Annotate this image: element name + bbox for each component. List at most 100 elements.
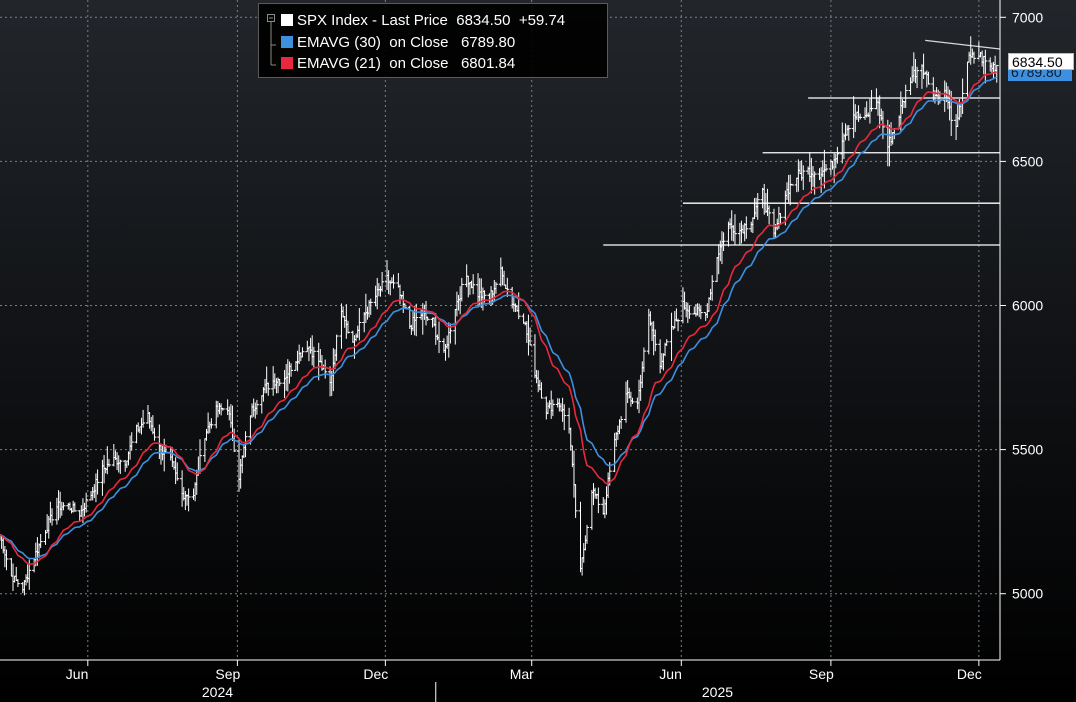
x-tick-label: Dec <box>957 666 982 682</box>
last-price-tag: 6834.50 <box>1008 53 1074 70</box>
grid-lines <box>0 0 1000 660</box>
legend-label-ema21: EMAVG (21) on Close <box>297 55 449 72</box>
legend-change-spx: +59.74 <box>518 12 566 29</box>
ohlc-bar <box>767 205 772 225</box>
ohlc-bar <box>630 397 635 405</box>
ohlc-bar <box>653 329 658 352</box>
x-tick-label: Jun <box>659 666 682 682</box>
chart-legend[interactable]: SPX Index - Last Price 6834.50 +59.74 EM… <box>258 3 608 78</box>
ohlc-bar <box>493 281 498 294</box>
ohlc-bar <box>118 459 123 474</box>
ohlc-bar <box>562 404 567 431</box>
ohlc-bar <box>357 308 362 341</box>
ohlc-bar <box>812 171 817 195</box>
ohlc-bar <box>175 462 180 481</box>
ohlc-bar <box>550 399 555 417</box>
ohlc-bar <box>528 327 533 346</box>
ohlc-bar <box>994 64 999 83</box>
ohlc-bar <box>516 292 521 320</box>
ohlc-bar <box>669 312 674 361</box>
legend-row-spx[interactable]: SPX Index - Last Price 6834.50 +59.74 <box>281 11 565 31</box>
ohlc-bar <box>732 214 737 245</box>
ema30-line <box>0 76 998 560</box>
ohlc-bar <box>755 193 760 220</box>
legend-swatch-ema30 <box>281 36 293 48</box>
ohlc-bar <box>687 305 692 319</box>
ohlc-bar <box>254 399 259 415</box>
price-bars <box>0 36 999 596</box>
year-label: 2024 <box>202 684 233 700</box>
ohlc-bar <box>425 316 430 321</box>
ohlc-bar <box>744 216 749 239</box>
ohlc-bar <box>266 382 271 396</box>
x-tick-label: Jun <box>66 666 89 682</box>
legend-row-ema30[interactable]: EMAVG (30) on Close 6789.80 <box>281 33 515 53</box>
ohlc-bar <box>778 213 783 225</box>
ohlc-bar <box>573 484 578 518</box>
trend-line <box>925 39 1001 50</box>
ohlc-bar <box>676 318 681 332</box>
ohlc-bar <box>983 49 988 84</box>
ohlc-bar <box>801 165 806 190</box>
ohlc-bar <box>106 458 111 467</box>
ohlc-bar <box>721 232 726 252</box>
ohlc-bar <box>61 502 66 511</box>
ohlc-bar <box>903 84 908 108</box>
ohlc-bar <box>437 321 442 354</box>
ohlc-bar <box>368 298 373 315</box>
y-tick-label: 5000 <box>1012 586 1043 602</box>
ohlc-bar <box>311 346 316 368</box>
ohlc-bar <box>50 508 55 526</box>
ohlc-bar <box>202 438 207 462</box>
ohlc-bar <box>38 534 43 549</box>
y-tick-label: 6000 <box>1012 298 1043 314</box>
ohlc-bar <box>129 432 134 451</box>
ohlc-bar <box>869 90 874 112</box>
y-tick-label: 5500 <box>1012 442 1043 458</box>
ohlc-bar <box>539 382 544 399</box>
ohlc-bar <box>858 113 863 120</box>
year-label: 2025 <box>702 684 733 700</box>
ohlc-bar <box>300 347 305 358</box>
ohlc-bar <box>915 66 920 89</box>
ohlc-bar <box>4 549 9 571</box>
ohlc-bar <box>209 418 214 429</box>
ohlc-bar <box>220 407 225 411</box>
y-tick-label: 7000 <box>1012 9 1043 25</box>
ema21-line <box>0 71 997 566</box>
legend-tree-icon[interactable] <box>267 14 277 66</box>
ohlc-bar <box>710 275 715 301</box>
ohlc-bar <box>380 271 385 292</box>
ohlc-bar <box>186 488 191 512</box>
ohlc-bar <box>141 409 146 428</box>
legend-value-ema30: 6789.80 <box>460 34 516 51</box>
ohlc-bar <box>698 305 703 320</box>
ohlc-bar <box>824 163 829 172</box>
support-lines <box>603 39 1001 246</box>
ohlc-bar <box>459 277 464 302</box>
ohlc-bar <box>971 51 976 64</box>
ohlc-bar <box>505 277 510 297</box>
ohlc-bar <box>641 347 646 373</box>
ohlc-bar <box>596 487 601 514</box>
x-tick-label: Dec <box>363 666 388 682</box>
legend-value-spx: 6834.50 <box>456 12 511 29</box>
ohlc-bar <box>152 427 157 441</box>
x-tick-label: Sep <box>809 666 834 682</box>
legend-label-ema30: EMAVG (30) on Close <box>297 34 449 51</box>
ohlc-bar <box>401 291 406 314</box>
ohlc-bar <box>619 416 624 429</box>
ohlc-bar <box>391 274 396 289</box>
ohlc-bar <box>334 334 339 361</box>
ohlc-bar <box>664 339 669 346</box>
ohlc-bar <box>84 492 89 513</box>
ohlc-bar <box>289 363 294 377</box>
ohlc-bar <box>15 579 20 588</box>
ema-lines <box>0 71 998 566</box>
legend-row-ema21[interactable]: EMAVG (21) on Close 6801.84 <box>281 54 515 74</box>
legend-label-spx: SPX Index - Last Price <box>297 12 448 29</box>
ohlc-bar <box>846 124 851 141</box>
axes: 5000 5500 6000 6500 7000 Jun Sep Dec Mar Jun Sep De… <box>0 0 1043 702</box>
